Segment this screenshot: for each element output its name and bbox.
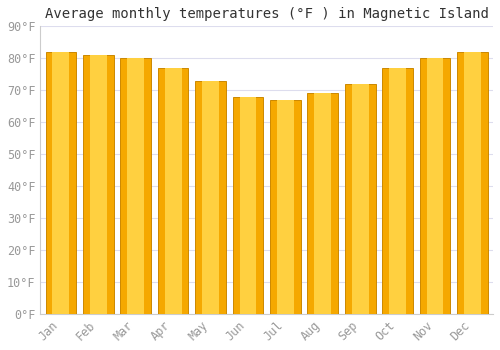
Bar (202, 80, 219, 314)
Bar (128, 58, 144, 314)
Bar (83, 55, 114, 314)
Bar (240, 97, 256, 314)
Bar (314, 93, 331, 314)
Bar (52, 52, 70, 314)
Bar (164, 68, 182, 314)
Bar (389, 68, 406, 314)
Bar (308, 93, 338, 314)
Bar (232, 97, 264, 314)
Bar (464, 52, 481, 314)
Bar (120, 58, 151, 314)
Bar (382, 68, 413, 314)
Bar (270, 100, 300, 314)
Title: Average monthly temperatures (°F ) in Magnetic Island: Average monthly temperatures (°F ) in Ma… (44, 7, 488, 21)
Bar (46, 52, 76, 314)
Bar (420, 58, 450, 314)
Bar (352, 84, 368, 314)
Bar (158, 68, 188, 314)
Bar (195, 80, 226, 314)
Bar (90, 55, 106, 314)
Bar (457, 52, 488, 314)
Bar (345, 84, 376, 314)
Bar (426, 58, 444, 314)
Bar (277, 100, 294, 314)
